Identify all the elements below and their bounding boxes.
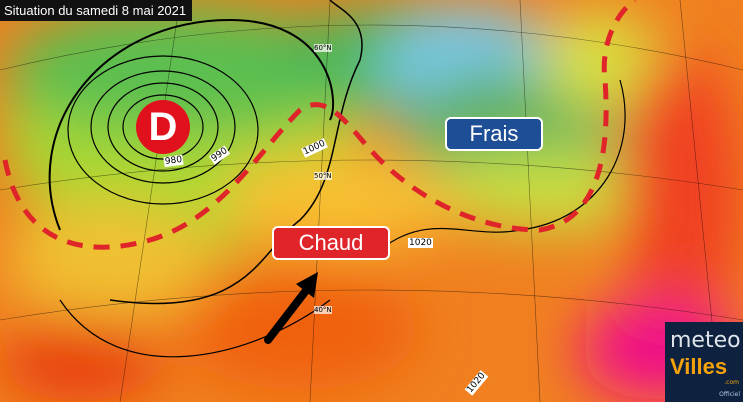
latitude-label: 50°N [314, 172, 332, 180]
logo-text-villes: Villes [670, 354, 728, 379]
map-title: Situation du samedi 8 mai 2021 [0, 0, 193, 21]
isobar-label: 1020 [408, 238, 433, 248]
arrow-head-icon [296, 272, 318, 298]
logo-text-meteo: meteo [670, 328, 741, 353]
meteovilles-logo: meteo Villes .com Officiel [665, 322, 743, 402]
arrow-icon [264, 284, 312, 344]
warm-zone-label: Chaud [272, 226, 390, 260]
isobar-lines [48, 0, 626, 358]
front-dashed-line [2, 0, 637, 250]
latitude-label: 40°N [314, 306, 332, 314]
logo-badge: Officiel [719, 391, 740, 398]
temperature-field [0, 5, 740, 400]
cool-zone-label: Frais [445, 117, 543, 151]
logo-text-com: .com [724, 379, 739, 386]
low-pressure-marker: D [136, 100, 190, 154]
latitude-label: 60°N [314, 44, 332, 52]
